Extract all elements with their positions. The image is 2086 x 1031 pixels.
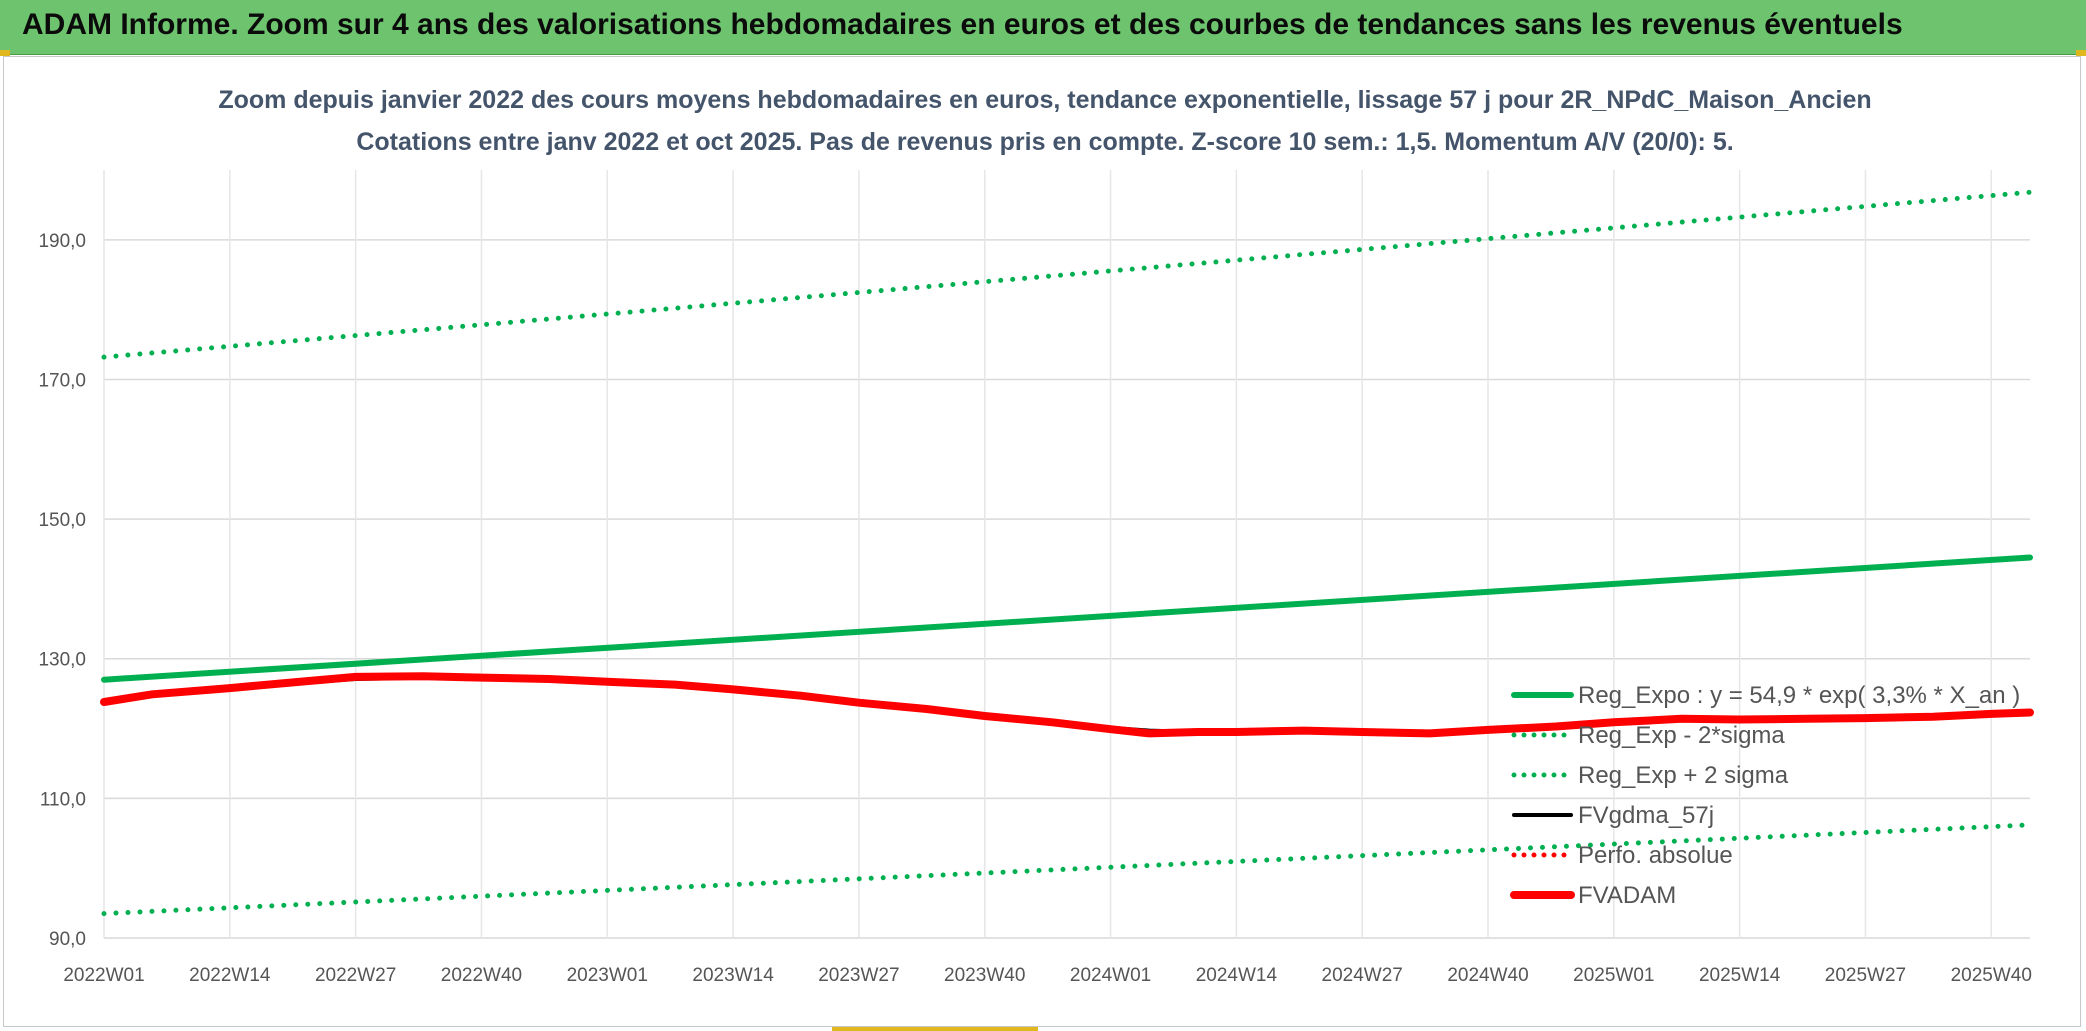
bottom-marker [832,1027,1038,1031]
x-tick-label: 2024W27 [1322,965,1403,986]
x-tick-label: 2024W01 [1070,965,1151,986]
x-tick-label: 2022W14 [189,965,271,986]
legend-label-5: FVADAM [1578,882,1676,909]
legend: Reg_Expo : y = 54,9 * exp( 3,3% * X_an )… [1510,682,2020,909]
legend-label-3: FVgdma_57j [1578,802,1714,829]
y-tick-label: 130,0 [38,650,86,671]
x-axis: 2022W01 2022W14 2022W27 2022W40 2023W01 2023W… [63,965,2032,986]
x-tick-label: 2024W14 [1196,965,1278,986]
x-tick-label: 2022W40 [441,965,522,986]
y-tick-label: 190,0 [38,231,86,252]
x-tick-label: 2025W40 [1951,965,2032,986]
x-tick-label: 2022W01 [63,965,144,986]
chart-frame [3,56,2081,1027]
x-tick-label: 2023W40 [944,965,1025,986]
banner-corner-right [2076,50,2086,56]
x-tick-label: 2023W01 [567,965,648,986]
chart-subtitle: Cotations entre janv 2022 et oct 2025. P… [356,128,1733,156]
legend-label-4: Perfo. absolue [1578,842,1733,869]
series-group [100,189,2034,917]
y-tick-label: 170,0 [38,370,86,391]
y-tick-label: 150,0 [38,510,86,531]
series-5-line [100,672,2034,738]
banner: ADAM Informe. Zoom sur 4 ans des valoris… [0,0,2086,55]
banner-corner-left [0,50,10,56]
x-tick-label: 2023W14 [692,965,774,986]
x-tick-label: 2023W27 [818,965,899,986]
series-1-line [101,822,2033,917]
chart-title: Zoom depuis janvier 2022 des cours moyen… [218,86,1871,114]
y-axis: 90,0 110,0 130,0 150,0 170,0 190,0 [38,231,86,950]
series-0-line [101,554,2033,683]
x-tick-label: 2022W27 [315,965,396,986]
x-tick-label: 2025W14 [1699,965,1781,986]
x-tick-label: 2025W01 [1573,965,1654,986]
banner-title: ADAM Informe. Zoom sur 4 ans des valoris… [22,8,1903,41]
y-tick-label: 90,0 [49,929,86,950]
series-2-line [101,189,2033,360]
legend-label-0: Reg_Expo : y = 54,9 * exp( 3,3% * X_an ) [1578,682,2020,709]
y-tick-label: 110,0 [40,789,86,810]
x-tick-label: 2024W40 [1447,965,1528,986]
legend-label-2: Reg_Exp + 2 sigma [1578,762,1789,789]
legend-label-1: Reg_Exp - 2*sigma [1578,722,1785,749]
grid [103,170,2030,939]
x-tick-label: 2025W27 [1825,965,1906,986]
